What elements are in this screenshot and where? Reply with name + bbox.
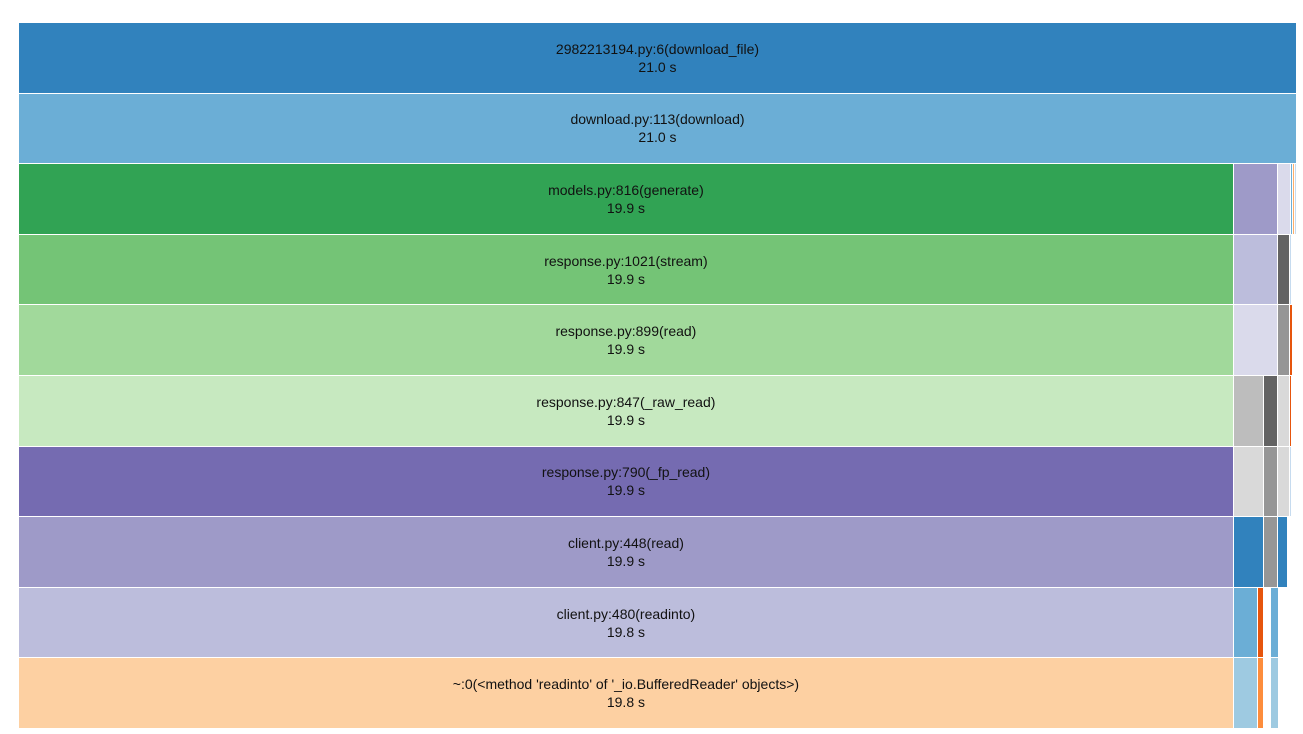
frame-block-small[interactable] bbox=[1293, 164, 1296, 235]
frame-block-small[interactable] bbox=[1264, 376, 1279, 447]
frame-block-small[interactable] bbox=[1278, 164, 1292, 235]
frame-block-small[interactable] bbox=[1278, 446, 1291, 518]
frame-block-small[interactable] bbox=[1271, 658, 1280, 729]
frame-time: 21.0 s bbox=[638, 58, 677, 75]
frame-time: 21.0 s bbox=[638, 129, 677, 146]
frame-block-small[interactable] bbox=[1291, 164, 1294, 235]
frame-block-small[interactable] bbox=[1290, 305, 1294, 376]
frame-label: ~:0(<method 'readinto' of '_io.BufferedR… bbox=[19, 675, 1233, 711]
frame-function-name: response.py:847(_raw_read) bbox=[536, 393, 716, 410]
frame-label: 2982213194.py:6(download_file) 21.0 s bbox=[19, 40, 1296, 76]
frame-block-small[interactable] bbox=[1264, 658, 1272, 729]
frame-block-small[interactable] bbox=[1290, 446, 1293, 518]
frame-block[interactable]: response.py:1021(stream) 19.9 s bbox=[19, 234, 1234, 306]
frame-time: 19.9 s bbox=[606, 341, 645, 358]
frame-label: models.py:816(generate) 19.9 s bbox=[19, 181, 1233, 217]
frame-block-small[interactable] bbox=[1233, 658, 1258, 729]
frame-block[interactable]: client.py:448(read) 19.9 s bbox=[19, 517, 1234, 588]
frame-block-small[interactable] bbox=[1271, 587, 1280, 659]
frame-function-name: download.py:113(download) bbox=[570, 111, 745, 128]
frame-block[interactable]: models.py:816(generate) 19.9 s bbox=[19, 164, 1234, 235]
frame-block-small[interactable] bbox=[1233, 234, 1279, 306]
frame-block-small[interactable] bbox=[1295, 164, 1297, 235]
frame-block-small[interactable] bbox=[1233, 305, 1279, 376]
frame-function-name: response.py:790(_fp_read) bbox=[541, 464, 710, 481]
frame-label: client.py:480(readinto) 19.8 s bbox=[19, 605, 1233, 641]
frame-block[interactable]: response.py:847(_raw_read) 19.9 s bbox=[19, 376, 1234, 447]
frame-block-small[interactable] bbox=[1257, 587, 1265, 659]
frame-block[interactable]: download.py:113(download) 21.0 s bbox=[19, 93, 1297, 165]
frame-function-name: ~:0(<method 'readinto' of '_io.BufferedR… bbox=[452, 676, 800, 693]
frame-block-small[interactable] bbox=[1233, 376, 1265, 447]
frame-label: client.py:448(read) 19.9 s bbox=[19, 534, 1233, 570]
frame-function-name: response.py:1021(stream) bbox=[544, 252, 708, 269]
frame-time: 19.8 s bbox=[606, 623, 645, 640]
frame-label: response.py:1021(stream) 19.9 s bbox=[19, 252, 1233, 288]
frame-time: 19.8 s bbox=[606, 694, 645, 711]
frame-block[interactable]: response.py:790(_fp_read) 19.9 s bbox=[19, 446, 1234, 518]
frame-block[interactable]: response.py:899(read) 19.9 s bbox=[19, 305, 1234, 376]
frame-function-name: response.py:899(read) bbox=[555, 323, 697, 340]
frame-block[interactable]: ~:0(<method 'readinto' of '_io.BufferedR… bbox=[19, 658, 1234, 729]
frame-block-small[interactable] bbox=[1278, 234, 1291, 306]
frame-label: response.py:847(_raw_read) 19.9 s bbox=[19, 393, 1233, 429]
frame-block-small[interactable] bbox=[1264, 446, 1279, 518]
frame-block-small[interactable] bbox=[1264, 587, 1272, 659]
frame-block-small[interactable] bbox=[1290, 376, 1293, 447]
frame-block-small[interactable] bbox=[1233, 587, 1258, 659]
frame-time: 19.9 s bbox=[606, 199, 645, 216]
frame-function-name: models.py:816(generate) bbox=[548, 181, 704, 198]
frame-block-small[interactable] bbox=[1264, 517, 1279, 588]
frame-function-name: 2982213194.py:6(download_file) bbox=[555, 40, 760, 57]
frame-time: 19.9 s bbox=[606, 411, 645, 428]
frame-label: download.py:113(download) 21.0 s bbox=[19, 110, 1296, 146]
frame-block-small[interactable] bbox=[1278, 517, 1289, 588]
frame-block-small[interactable] bbox=[1290, 234, 1293, 306]
frame-block-small[interactable] bbox=[1233, 164, 1279, 235]
frame-block[interactable]: client.py:480(readinto) 19.8 s bbox=[19, 587, 1234, 659]
frame-block-small[interactable] bbox=[1257, 658, 1265, 729]
frame-label: response.py:899(read) 19.9 s bbox=[19, 322, 1233, 358]
frame-label: response.py:790(_fp_read) 19.9 s bbox=[19, 463, 1233, 499]
frame-block-small[interactable] bbox=[1278, 305, 1291, 376]
frame-function-name: client.py:480(readinto) bbox=[556, 605, 696, 622]
frame-block[interactable]: 2982213194.py:6(download_file) 21.0 s bbox=[19, 23, 1297, 94]
frame-block-small[interactable] bbox=[1233, 517, 1265, 588]
frame-block-small[interactable] bbox=[1278, 376, 1291, 447]
frame-time: 19.9 s bbox=[606, 482, 645, 499]
frame-time: 19.9 s bbox=[606, 270, 645, 287]
frame-block-small[interactable] bbox=[1233, 446, 1265, 518]
frame-time: 19.9 s bbox=[606, 552, 645, 569]
frame-function-name: client.py:448(read) bbox=[567, 534, 684, 551]
